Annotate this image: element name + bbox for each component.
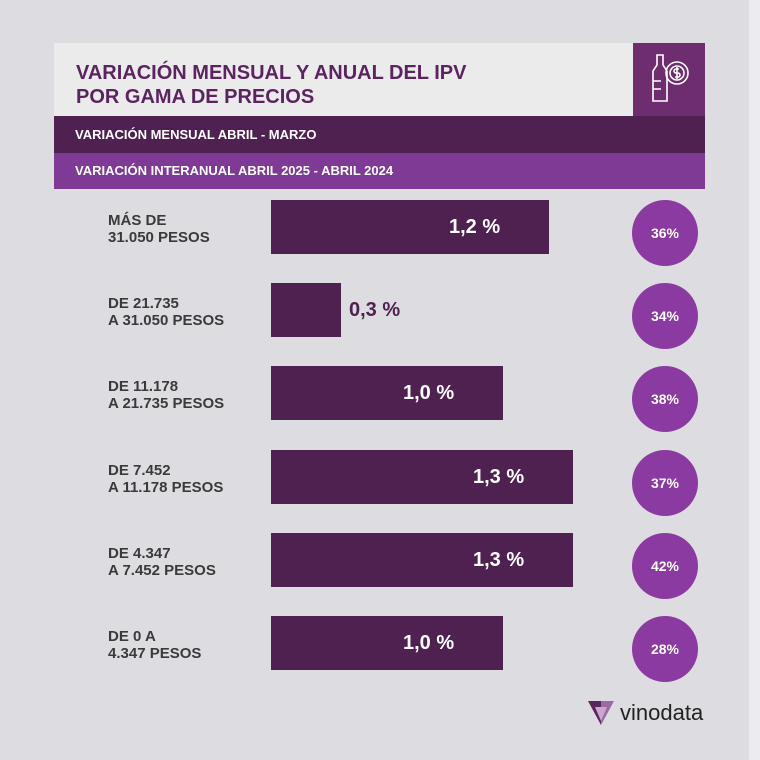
category-line: DE 7.452	[108, 462, 171, 479]
annual-value-label: 34%	[650, 308, 680, 324]
category-label: DE 4.347 A 7.452 PESOS	[108, 545, 216, 579]
wine-bottle-coin-icon	[633, 43, 705, 116]
category-line: A 11.178 PESOS	[108, 479, 224, 496]
annual-value-label: 42%	[650, 558, 680, 574]
annual-circle: 37%	[632, 450, 698, 516]
annual-value-label: 37%	[650, 475, 680, 491]
monthly-bar	[271, 366, 503, 420]
monthly-value-label: 0,3 %	[349, 299, 401, 321]
annual-circle: 38%	[632, 366, 698, 432]
chart-title: VARIACIÓN MENSUAL Y ANUAL DEL IPV POR GA…	[76, 62, 467, 108]
category-line: A 31.050 PESOS	[108, 312, 225, 329]
annual-circle: 28%	[632, 616, 698, 682]
category-label: DE 0 A 4.347 PESOS	[108, 628, 201, 662]
category-line: 4.347 PESOS	[108, 645, 202, 662]
annual-value-label: 38%	[650, 391, 680, 407]
category-line: A 21.735 PESOS	[108, 395, 225, 412]
brand-name: vinodata	[620, 700, 704, 725]
category-line: DE 21.735	[108, 295, 179, 312]
vinodata-logo: vinodata	[588, 700, 703, 726]
category-label: DE 7.452 A 11.178 PESOS	[108, 462, 223, 496]
legend-monthly: VARIACIÓN MENSUAL ABRIL - MARZO	[54, 116, 705, 153]
annual-circle: 36%	[632, 200, 698, 266]
annual-value-label: 36%	[650, 225, 680, 241]
category-line: DE 4.347	[108, 545, 171, 562]
monthly-value-label: 1,3 %	[473, 549, 525, 571]
category-label: DE 21.735 A 31.050 PESOS	[108, 295, 224, 329]
monthly-bar	[271, 616, 503, 670]
monthly-value-label: 1,2 %	[449, 216, 501, 238]
annual-circle: 34%	[632, 283, 698, 349]
monthly-value-label: 1,3 %	[473, 466, 525, 488]
vinodata-logo-icon	[588, 701, 614, 725]
category-line: 31.050 PESOS	[108, 229, 210, 246]
monthly-bar	[271, 283, 341, 337]
monthly-value-label: 1,0 %	[403, 632, 455, 654]
category-line: A 7.452 PESOS	[108, 562, 216, 579]
edge-strip	[749, 0, 760, 760]
category-label: MÁS DE 31.050 PESOS	[108, 212, 210, 246]
header: VARIACIÓN MENSUAL Y ANUAL DEL IPV POR GA…	[54, 43, 633, 116]
category-line: DE 11.178	[108, 378, 179, 395]
monthly-bar	[271, 533, 573, 587]
legend-annual: VARIACIÓN INTERANUAL ABRIL 2025 - ABRIL …	[54, 153, 705, 189]
annual-value-label: 28%	[650, 641, 680, 657]
annual-circle: 42%	[632, 533, 698, 599]
category-line: MÁS DE	[108, 212, 167, 229]
category-label: DE 11.178 A 21.735 PESOS	[108, 378, 224, 412]
monthly-bar	[271, 200, 549, 254]
monthly-value-label: 1,0 %	[403, 382, 455, 404]
monthly-bar	[271, 450, 573, 504]
category-line: DE 0 A	[108, 628, 156, 645]
